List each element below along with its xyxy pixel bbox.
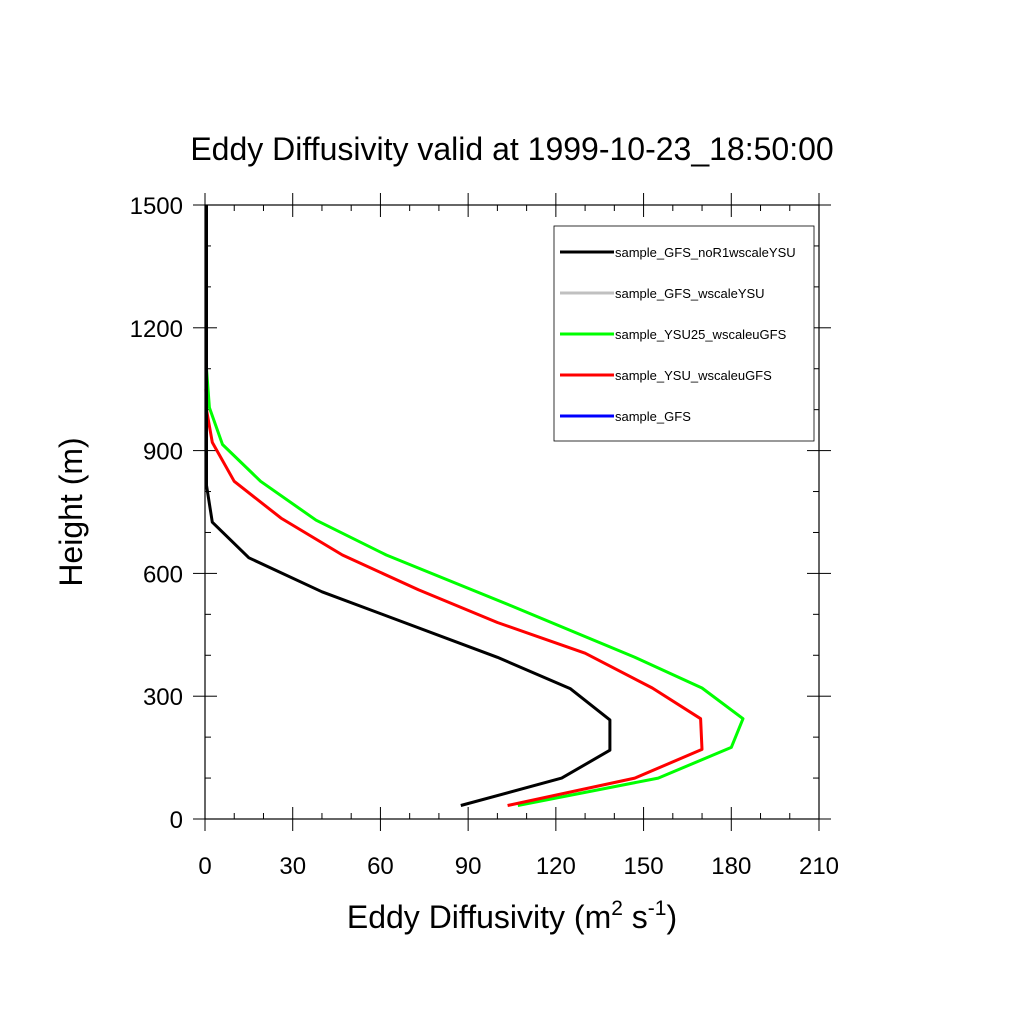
x-tick-label: 180 [711,853,751,880]
x-tick-label: 150 [624,853,664,880]
x-axis-label: Eddy Diffusivity (m2 s-1) [347,897,677,935]
y-axis-label: Height (m) [53,437,89,586]
y-tick-label: 1500 [130,193,183,220]
x-tick-label: 120 [536,853,576,880]
series-line-sample_YSU25_wscaleuGFS [205,205,745,807]
legend-label: sample_GFS [615,409,691,424]
series-line-sample_GFS_noR1wscaleYSU [205,205,612,807]
y-tick-label: 1200 [130,316,183,343]
y-tick-labels: 0 300 600 900 1200 1500 [130,193,183,834]
x-tick-label: 0 [198,853,211,880]
x-axis-label-sup1: 2 [611,897,623,920]
series-line-sample_YSU_wscaleuGFS [204,389,704,807]
x-axis-label-end: ) [666,899,677,935]
legend-label: sample_GFS_wscaleYSU [615,286,765,301]
x-tick-labels: 0 30 60 90 120 150 180 210 [198,853,839,880]
y-tick-label: 900 [143,439,183,466]
legend-items: sample_GFS_noR1wscaleYSU sample_GFS_wscal… [560,245,796,424]
plot-frame [204,204,820,820]
x-axis-label-sup2: -1 [648,897,667,920]
x-axis-label-mid: s [623,899,648,935]
legend: sample_GFS_noR1wscaleYSU sample_GFS_wscal… [553,225,815,442]
plot-series [204,205,745,807]
x-tick-label: 90 [455,853,482,880]
x-axis-label-base: Eddy Diffusivity (m [347,899,611,935]
y-tick-label: 600 [143,561,183,588]
y-tick-label: 0 [170,807,183,834]
x-tick-label: 210 [799,853,839,880]
y-tick-label: 300 [143,684,183,711]
x-tick-label: 60 [367,853,394,880]
legend-label: sample_YSU25_wscaleuGFS [615,327,787,342]
chart-title: Eddy Diffusivity valid at 1999-10-23_18:… [190,131,833,167]
legend-label: sample_YSU_wscaleuGFS [615,368,772,383]
legend-label: sample_GFS_noR1wscaleYSU [615,245,796,260]
x-tick-label: 30 [279,853,306,880]
